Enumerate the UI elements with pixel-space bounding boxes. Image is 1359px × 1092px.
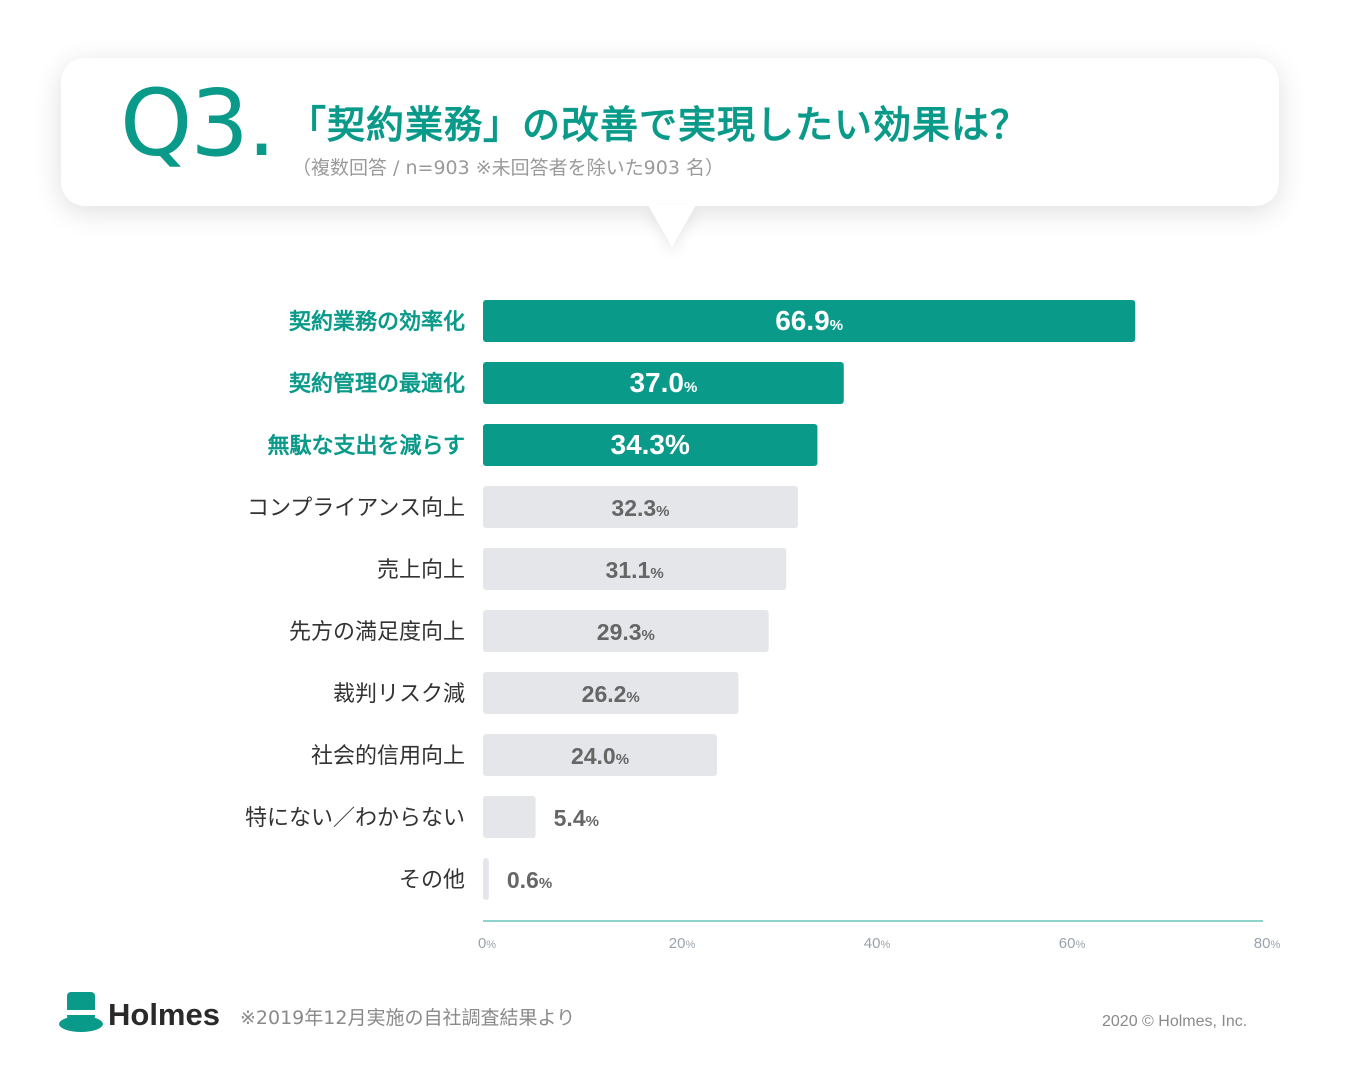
x-tick-label: 20%: [669, 935, 696, 952]
bar: [483, 734, 717, 776]
question-bubble-tail: [648, 205, 696, 247]
category-label: 特にない／わからない: [245, 806, 465, 831]
value-label: 34.3%: [611, 429, 691, 460]
category-label: 契約業務の効率化: [288, 309, 465, 335]
question-subtitle: （複数回答 / n=903 ※未回答者を除いた903 名）: [292, 157, 724, 179]
category-label: 社会的信用向上: [311, 744, 465, 769]
bar: [483, 424, 818, 466]
copyright: 2020 © Holmes, Inc.: [1102, 1013, 1248, 1030]
category-label: 契約管理の最適化: [288, 371, 465, 397]
category-label: 裁判リスク減: [333, 682, 465, 707]
value-label: 66.9%: [775, 305, 843, 336]
holmes-logo-text: Holmes: [108, 997, 220, 1032]
value-label: 24.0%: [571, 743, 629, 769]
category-label: コンプライアンス向上: [247, 496, 465, 521]
bar: [483, 486, 798, 528]
value-label: 37.0%: [629, 367, 697, 398]
top-hat-logo-icon: [59, 992, 103, 1032]
question-number: Q3.: [120, 70, 276, 177]
question-title: 「契約業務」の改善で実現したい効果は？: [288, 103, 1030, 147]
question-bubble: [61, 58, 1279, 206]
bar: [483, 300, 1136, 342]
value-label: 26.2%: [582, 681, 640, 707]
value-label: 31.1%: [606, 557, 664, 583]
x-tick-label: 0%: [478, 935, 496, 952]
value-label: 5.4%: [554, 805, 599, 831]
bar: [483, 548, 787, 590]
value-label: 32.3%: [611, 495, 669, 521]
category-label: 売上向上: [377, 558, 465, 583]
bar: [483, 672, 739, 714]
x-tick-label: 60%: [1059, 935, 1086, 952]
category-label: 先方の満足度向上: [289, 620, 465, 645]
bar: [483, 362, 844, 404]
bar: [483, 858, 489, 900]
x-tick-label: 40%: [864, 935, 891, 952]
x-tick-label: 80%: [1254, 935, 1281, 952]
bar: [483, 610, 769, 652]
survey-note: ※2019年12月実施の自社調査結果より: [240, 1007, 576, 1029]
category-label: その他: [399, 868, 465, 893]
category-label: 無駄な支出を減らす: [267, 433, 465, 459]
value-label: 29.3%: [597, 619, 655, 645]
value-label: 0.6%: [507, 867, 552, 893]
bar: [483, 796, 536, 838]
